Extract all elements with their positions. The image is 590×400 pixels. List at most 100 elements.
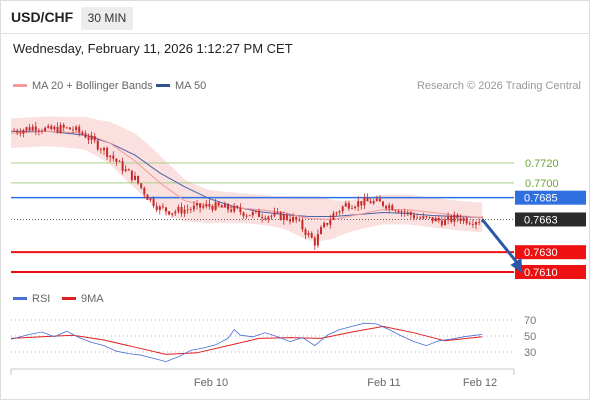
- candle-body: [434, 217, 437, 222]
- candle-body: [47, 125, 50, 128]
- candle-body: [90, 136, 93, 140]
- legend-ma50: MA 50: [156, 80, 206, 92]
- candle-body: [394, 210, 397, 212]
- candle-body: [124, 169, 127, 172]
- candle-body: [205, 203, 208, 207]
- candle-body: [208, 203, 211, 207]
- candle-body: [444, 219, 446, 226]
- candle-body: [84, 134, 87, 138]
- forecast-arrow-head: [510, 258, 523, 274]
- candle-body: [140, 183, 143, 188]
- rsi-line: [10, 322, 483, 363]
- candle-body: [233, 205, 236, 212]
- candle-body: [456, 214, 459, 219]
- candle-body: [75, 126, 78, 131]
- candle-body: [382, 201, 384, 206]
- candle-body: [242, 212, 245, 217]
- bollinger-bands: [11, 116, 483, 241]
- candle-body: [28, 127, 31, 131]
- candle-body: [248, 215, 251, 217]
- legend-rsi-ma: 9MA: [62, 293, 104, 305]
- legend-rsi-label: RSI: [32, 293, 51, 305]
- candle-body: [301, 220, 304, 230]
- candle-body: [357, 201, 360, 207]
- candle-body: [152, 198, 155, 207]
- candle-body: [158, 206, 161, 210]
- candle-body: [227, 203, 229, 210]
- candle-body: [388, 205, 391, 209]
- candle-body: [186, 209, 189, 211]
- candle-body: [425, 216, 428, 218]
- candle-body: [369, 201, 372, 204]
- x-tick-feb-11: Feb 11: [367, 377, 400, 389]
- rsi-ma-swatch: [62, 296, 76, 300]
- candle-body: [25, 127, 28, 131]
- rsi-tick-50: 50: [524, 331, 536, 343]
- candle-body: [440, 220, 443, 226]
- candle-body: [289, 219, 291, 222]
- candle-body: [459, 218, 462, 222]
- candle-body: [220, 205, 223, 208]
- candle-body: [217, 202, 220, 206]
- candle-body: [239, 207, 242, 213]
- candle-body: [137, 175, 140, 184]
- candle-body: [149, 198, 152, 200]
- chart-header: USD/CHF 30 MIN: [0, 0, 590, 36]
- candle-body: [109, 155, 112, 157]
- candle-body: [161, 206, 164, 208]
- level-label-0.7700: 0.7700: [525, 178, 559, 190]
- level-label-0.7610: 0.7610: [524, 267, 558, 279]
- candle-body: [360, 201, 363, 206]
- candle-body: [422, 216, 425, 219]
- candle-body: [72, 129, 74, 131]
- timeframe-button[interactable]: 30 MIN: [81, 7, 133, 30]
- candle-body: [214, 202, 217, 211]
- candle-body: [351, 208, 353, 209]
- candle-body: [307, 233, 310, 235]
- candle-body: [285, 214, 288, 220]
- candle-body: [199, 203, 202, 208]
- rsi-tick-30: 30: [524, 347, 536, 359]
- symbol-title: USD/CHF: [11, 9, 74, 25]
- candle-body: [270, 215, 273, 217]
- candle-body: [428, 216, 431, 218]
- candle-body: [19, 132, 22, 134]
- level-label-0.7685: 0.7685: [524, 193, 558, 205]
- header-divider: [0, 33, 590, 34]
- candle-body: [354, 206, 357, 209]
- candle-body: [211, 206, 214, 211]
- candle-body: [391, 205, 394, 211]
- candle-body: [323, 222, 326, 228]
- support-label-box-0.7610: [515, 265, 586, 279]
- candle-body: [22, 130, 25, 134]
- forecast-arrow: [481, 218, 519, 264]
- candle-body: [56, 126, 59, 133]
- candle-body: [143, 187, 146, 195]
- candle-body: [413, 215, 415, 219]
- candle-body: [409, 212, 412, 216]
- rsi-tick-70: 70: [524, 315, 536, 327]
- rsi-swatch: [13, 296, 27, 300]
- candle-body: [475, 222, 477, 225]
- candle-body: [298, 219, 301, 221]
- level-label-0.7720: 0.7720: [525, 158, 559, 170]
- candle-body: [118, 161, 121, 163]
- candle-body: [329, 219, 332, 225]
- chart-datetime: Wednesday, February 11, 2026 1:12:27 PM …: [13, 41, 293, 56]
- candle-body: [34, 126, 37, 131]
- candle-body: [416, 217, 419, 219]
- legend-ma20-label: MA 20 + Bollinger Bands: [32, 80, 153, 92]
- legend-ma50-label: MA 50: [175, 80, 207, 92]
- x-tick-feb-12: Feb 12: [463, 377, 497, 389]
- candle-body: [478, 222, 481, 223]
- pivot-label-box: [515, 190, 586, 205]
- candle-body: [168, 211, 171, 215]
- candle-body: [276, 212, 279, 213]
- candle-body: [279, 212, 282, 220]
- candle-body: [202, 206, 205, 208]
- candle-body: [13, 130, 16, 132]
- candle-body: [127, 169, 130, 171]
- candle-body: [251, 211, 254, 216]
- candle-body: [236, 205, 239, 208]
- candle-body: [130, 170, 133, 180]
